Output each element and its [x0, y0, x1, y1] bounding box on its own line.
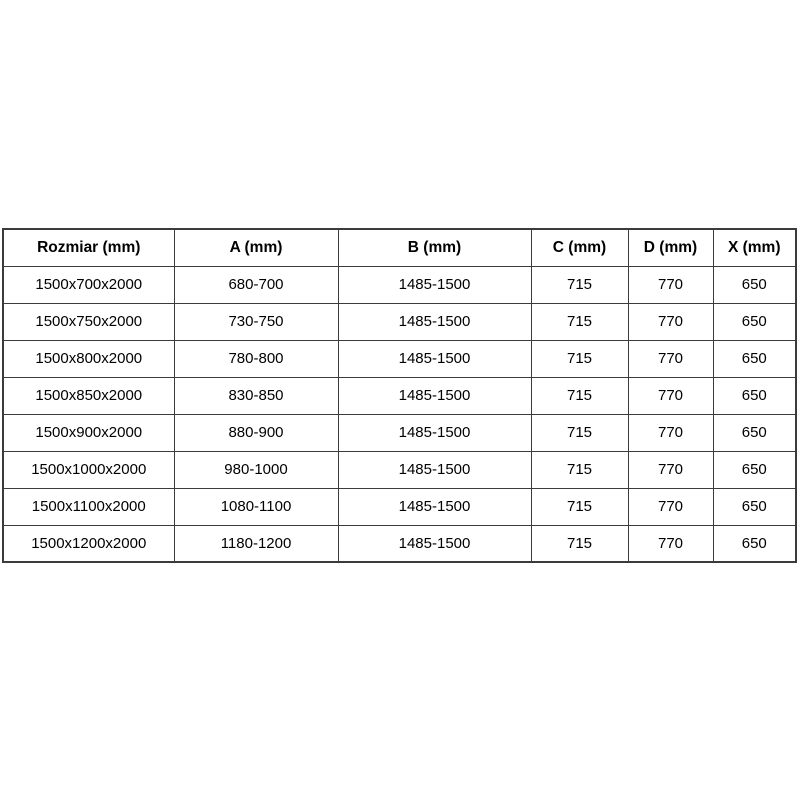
- column-header: Rozmiar (mm): [2, 228, 175, 267]
- table-cell: 1485-1500: [337, 487, 532, 526]
- table-cell: 770: [627, 524, 714, 563]
- table-cell: 650: [712, 339, 797, 378]
- table-cell: 770: [627, 450, 714, 489]
- table-cell: 1485-1500: [337, 376, 532, 415]
- table-row: 1500x900x2000 880-900 1485-1500 715 770 650: [2, 413, 797, 452]
- table-cell: 1500x900x2000: [2, 413, 175, 452]
- column-header: C (mm): [530, 228, 629, 267]
- table-cell: 830-850: [173, 376, 339, 415]
- table-cell: 650: [712, 265, 797, 304]
- table-cell: 715: [530, 450, 629, 489]
- table-cell: 680-700: [173, 265, 339, 304]
- table-cell: 1485-1500: [337, 302, 532, 341]
- table-cell: 715: [530, 487, 629, 526]
- table-row: 1500x750x2000 730-750 1485-1500 715 770 650: [2, 302, 797, 341]
- table-cell: 715: [530, 302, 629, 341]
- table-cell: 770: [627, 487, 714, 526]
- table-cell: 1485-1500: [337, 339, 532, 378]
- column-header: D (mm): [627, 228, 714, 267]
- table-cell: 650: [712, 302, 797, 341]
- table-cell: 715: [530, 376, 629, 415]
- dimensions-table: Rozmiar (mm) A (mm) B (mm) C (mm) D (mm) X (m…: [2, 228, 797, 563]
- table-header-row: Rozmiar (mm) A (mm) B (mm) C (mm) D (mm) X (m…: [2, 228, 797, 267]
- table-cell: 880-900: [173, 413, 339, 452]
- table-cell: 770: [627, 339, 714, 378]
- table-cell: 1485-1500: [337, 450, 532, 489]
- table-cell: 1500x1000x2000: [2, 450, 175, 489]
- table-cell: 1500x750x2000: [2, 302, 175, 341]
- table-cell: 650: [712, 376, 797, 415]
- table-cell: 650: [712, 413, 797, 452]
- table-cell: 650: [712, 524, 797, 563]
- table-cell: 980-1000: [173, 450, 339, 489]
- table-cell: 1080-1100: [173, 487, 339, 526]
- column-header: X (mm): [712, 228, 797, 267]
- table-cell: 1500x850x2000: [2, 376, 175, 415]
- table-cell: 715: [530, 265, 629, 304]
- column-header: B (mm): [337, 228, 532, 267]
- table-row: 1500x1100x2000 1080-1100 1485-1500 715 770 65…: [2, 487, 797, 526]
- table-cell: 1500x700x2000: [2, 265, 175, 304]
- table-cell: 770: [627, 413, 714, 452]
- table-row: 1500x800x2000 780-800 1485-1500 715 770 650: [2, 339, 797, 378]
- table-cell: 1485-1500: [337, 265, 532, 304]
- table-cell: 1500x1100x2000: [2, 487, 175, 526]
- table-cell: 715: [530, 524, 629, 563]
- table-cell: 1180-1200: [173, 524, 339, 563]
- table-cell: 780-800: [173, 339, 339, 378]
- table-cell: 1500x1200x2000: [2, 524, 175, 563]
- table-cell: 770: [627, 376, 714, 415]
- table-cell: 650: [712, 450, 797, 489]
- table-row: 1500x700x2000 680-700 1485-1500 715 770 650: [2, 265, 797, 304]
- table-cell: 715: [530, 413, 629, 452]
- table-cell: 770: [627, 302, 714, 341]
- table-cell: 650: [712, 487, 797, 526]
- table-cell: 715: [530, 339, 629, 378]
- table-cell: 770: [627, 265, 714, 304]
- table-row: 1500x1200x2000 1180-1200 1485-1500 715 770 65…: [2, 524, 797, 563]
- table-cell: 1500x800x2000: [2, 339, 175, 378]
- table-cell: 1485-1500: [337, 524, 532, 563]
- table-cell: 730-750: [173, 302, 339, 341]
- table-row: 1500x1000x2000 980-1000 1485-1500 715 770 650: [2, 450, 797, 489]
- table-row: 1500x850x2000 830-850 1485-1500 715 770 650: [2, 376, 797, 415]
- table-cell: 1485-1500: [337, 413, 532, 452]
- column-header: A (mm): [173, 228, 339, 267]
